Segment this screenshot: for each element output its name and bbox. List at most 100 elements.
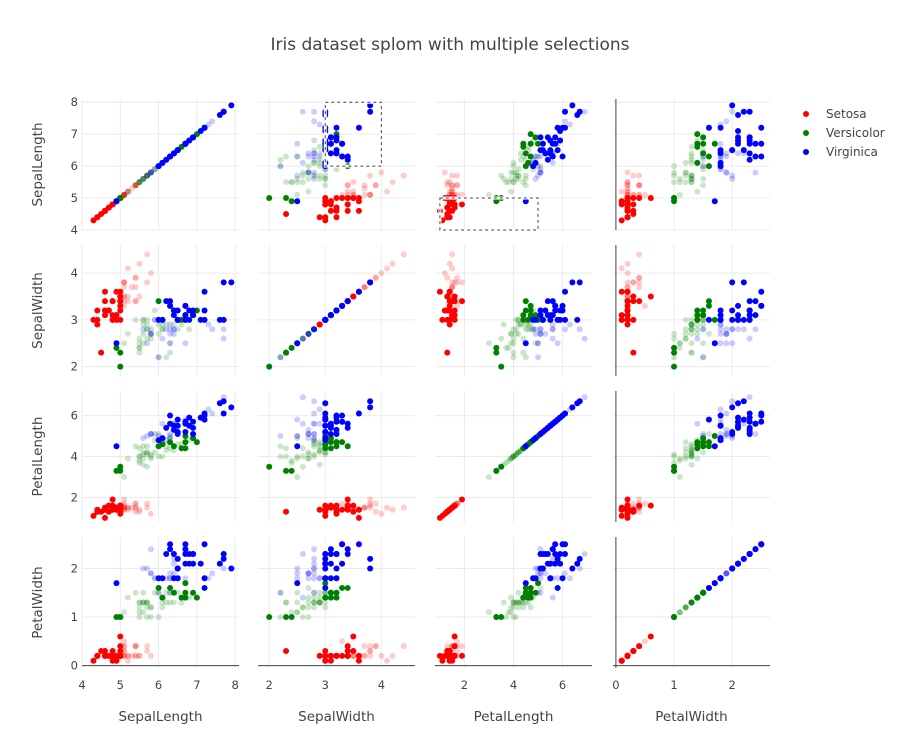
point-setosa bbox=[344, 496, 351, 503]
point-virginica bbox=[562, 550, 569, 557]
point-versicolor bbox=[140, 175, 147, 182]
point-virginica bbox=[544, 156, 551, 163]
point-versicolor bbox=[688, 316, 695, 323]
panel-SepalLength-vs-SepalLength[interactable] bbox=[81, 99, 239, 231]
point-versicolor bbox=[688, 321, 695, 328]
panel-PetalWidth-vs-PetalWidth[interactable] bbox=[613, 537, 770, 668]
point-setosa bbox=[344, 648, 351, 655]
panel-PetalWidth-vs-PetalLength[interactable] bbox=[435, 537, 592, 668]
point-virginica bbox=[566, 121, 573, 128]
point-versicolor bbox=[517, 321, 524, 328]
point-versicolor bbox=[327, 589, 334, 596]
point-setosa bbox=[344, 502, 351, 509]
legend[interactable]: Setosa Versicolor Virginica bbox=[803, 107, 885, 159]
point-versicolor bbox=[140, 340, 147, 347]
point-virginica bbox=[735, 127, 742, 134]
legend-item-setosa[interactable]: Setosa bbox=[803, 107, 867, 121]
point-setosa bbox=[367, 648, 374, 655]
point-versicolor bbox=[322, 589, 329, 596]
point-versicolor bbox=[515, 449, 522, 456]
point-virginica bbox=[355, 541, 362, 548]
point-virginica bbox=[740, 416, 747, 423]
panel-SepalLength-vs-PetalLength[interactable] bbox=[435, 99, 592, 232]
point-versicolor bbox=[277, 163, 284, 170]
point-virginica bbox=[201, 416, 208, 423]
panel-PetalLength-vs-SepalWidth[interactable] bbox=[258, 391, 415, 522]
panel-PetalWidth-vs-SepalWidth[interactable] bbox=[258, 537, 415, 668]
point-versicolor bbox=[520, 143, 527, 150]
panel-PetalWidth-vs-SepalLength[interactable] bbox=[81, 537, 239, 668]
point-versicolor bbox=[294, 589, 301, 596]
point-versicolor bbox=[136, 445, 143, 452]
point-versicolor bbox=[136, 344, 143, 351]
point-virginica bbox=[367, 398, 374, 405]
point-virginica bbox=[549, 326, 556, 333]
point-versicolor bbox=[121, 609, 128, 616]
point-virginica bbox=[522, 198, 529, 205]
point-versicolor bbox=[498, 614, 505, 621]
selection-box[interactable] bbox=[439, 197, 539, 231]
point-virginica bbox=[163, 326, 170, 333]
panel-PetalLength-vs-PetalLength[interactable] bbox=[435, 391, 592, 522]
point-versicolor bbox=[299, 335, 306, 342]
point-versicolor bbox=[132, 443, 139, 450]
point-versicolor bbox=[266, 463, 273, 470]
panel-SepalWidth-vs-SepalWidth[interactable] bbox=[258, 245, 415, 376]
point-setosa bbox=[449, 279, 456, 286]
point-setosa bbox=[618, 188, 625, 195]
panel-PetalLength-vs-PetalWidth[interactable] bbox=[613, 391, 770, 522]
point-virginica bbox=[220, 316, 227, 323]
point-virginica bbox=[723, 326, 730, 333]
point-setosa bbox=[109, 506, 116, 513]
point-versicolor bbox=[700, 156, 707, 163]
point-virginica bbox=[537, 307, 544, 314]
point-virginica bbox=[140, 175, 147, 182]
point-virginica bbox=[537, 169, 544, 176]
point-setosa bbox=[451, 316, 458, 323]
point-versicolor bbox=[305, 449, 312, 456]
point-versicolor bbox=[163, 599, 170, 606]
point-virginica bbox=[530, 163, 537, 170]
y-tick-label: 5 bbox=[71, 191, 78, 205]
point-versicolor bbox=[283, 195, 290, 202]
point-virginica bbox=[723, 430, 730, 437]
point-virginica bbox=[559, 153, 566, 160]
point-setosa bbox=[136, 508, 143, 515]
point-versicolor bbox=[299, 463, 306, 470]
panel-SepalLength-vs-SepalWidth[interactable] bbox=[258, 99, 415, 231]
point-setosa bbox=[451, 502, 458, 509]
point-setosa bbox=[333, 214, 340, 221]
point-versicolor bbox=[515, 316, 522, 323]
panel-SepalWidth-vs-PetalWidth[interactable] bbox=[613, 245, 770, 376]
point-versicolor bbox=[311, 159, 318, 166]
point-virginica bbox=[170, 422, 177, 429]
point-virginica bbox=[758, 140, 765, 147]
point-virginica bbox=[562, 541, 569, 548]
point-versicolor bbox=[527, 589, 534, 596]
point-setosa bbox=[132, 182, 139, 189]
point-versicolor bbox=[527, 302, 534, 309]
point-virginica bbox=[333, 426, 340, 433]
point-setosa bbox=[361, 643, 368, 650]
point-virginica bbox=[532, 326, 539, 333]
point-setosa bbox=[350, 652, 357, 659]
point-versicolor bbox=[311, 599, 318, 606]
panel-SepalWidth-vs-PetalLength[interactable] bbox=[435, 245, 592, 376]
point-setosa bbox=[618, 312, 625, 319]
panel-SepalLength-vs-PetalWidth[interactable] bbox=[613, 99, 770, 231]
point-versicolor bbox=[520, 312, 527, 319]
point-versicolor bbox=[170, 599, 177, 606]
point-versicolor bbox=[124, 594, 131, 601]
point-virginica bbox=[170, 326, 177, 333]
point-setosa bbox=[647, 633, 654, 640]
panel-SepalWidth-vs-SepalLength[interactable] bbox=[81, 245, 239, 376]
point-versicolor bbox=[682, 316, 689, 323]
legend-item-versicolor[interactable]: Versicolor bbox=[803, 126, 885, 140]
splom-panels: 4 5 6 7 8 SepalLength 2 3 4 SepalWidth 2 4 6 PetalLen… bbox=[30, 95, 770, 725]
panel-PetalLength-vs-SepalLength[interactable] bbox=[81, 391, 239, 522]
point-setosa bbox=[451, 633, 458, 640]
point-versicolor bbox=[688, 451, 695, 458]
point-virginica bbox=[147, 546, 154, 553]
point-setosa bbox=[117, 293, 124, 300]
legend-item-virginica[interactable]: Virginica bbox=[803, 145, 878, 159]
